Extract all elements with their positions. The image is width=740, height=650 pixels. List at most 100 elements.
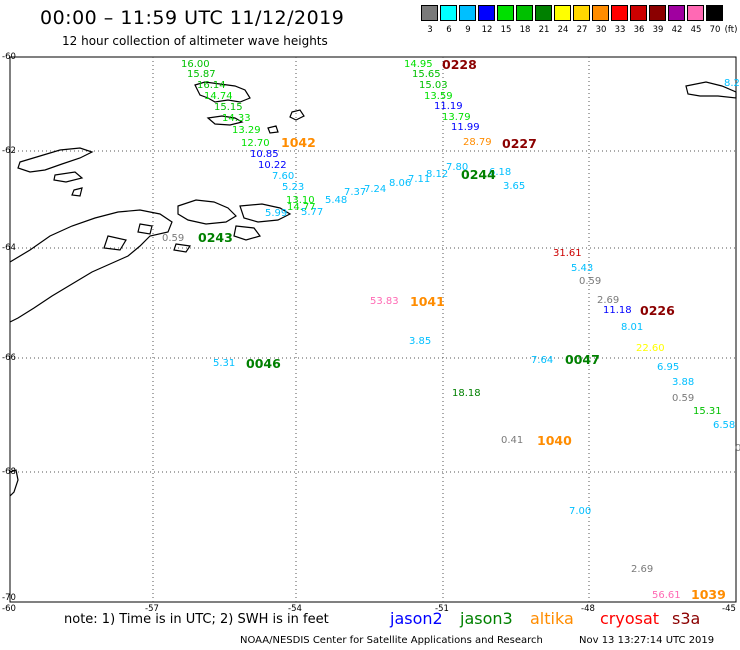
legend-bin-label: 9	[465, 25, 471, 35]
legend-bin-label: 30	[595, 25, 607, 35]
satellite-cryosat: cryosat	[600, 609, 660, 628]
legend-swatch	[535, 5, 552, 21]
legend-bin-label: 70	[709, 25, 721, 35]
wave-height-label: 56.61	[652, 590, 681, 601]
credit-line: NOAA/NESDIS Center for Satellite Applica…	[240, 635, 543, 646]
wave-height-label: 15.65	[412, 69, 441, 80]
map-subtitle: 12 hour collection of altimeter wave hei…	[62, 34, 328, 48]
wave-height-label: 10.22	[258, 160, 287, 171]
wave-height-label: 5.23	[282, 182, 305, 193]
satellite-altika: altika	[530, 609, 574, 628]
wave-height-label: 3.65	[503, 181, 526, 192]
legend-bin-label: 3	[427, 25, 433, 35]
wave-height-label: 5.48	[325, 195, 348, 206]
south-orkney-coast	[194, 81, 251, 103]
satellite-s3a: s3a	[672, 609, 701, 628]
wave-height-label: 15.31	[693, 406, 722, 417]
pass-time-label: 1039	[691, 587, 726, 602]
wave-height-label: 7.60	[272, 171, 295, 182]
wave-height-label: 0.59	[162, 233, 185, 244]
wave-height-label: 15.03	[419, 80, 448, 91]
wave-height-label: 0.41	[501, 435, 524, 446]
lon-label: -57	[145, 604, 159, 614]
wave-height-label: 5.31	[213, 358, 236, 369]
footer-note: note: 1) Time is in UTC; 2) SWH is in fe…	[64, 612, 329, 627]
pass-time-label: 0046	[246, 356, 281, 371]
satellite-jason2: jason2	[390, 609, 443, 628]
wave-height-label: 11.18	[603, 305, 632, 316]
wave-height-label: 18.18	[452, 388, 481, 399]
pass-time-label: 1042	[281, 135, 316, 150]
legend-swatch	[440, 5, 457, 21]
wave-height-label: 15.15	[214, 102, 243, 113]
wave-height-label: 0	[735, 443, 740, 454]
wave-height-label: 14.33	[222, 113, 251, 124]
wave-height-label: 5.99	[265, 208, 288, 219]
legend-swatch	[516, 5, 533, 21]
pass-time-label: 0226	[640, 303, 675, 318]
wave-height-label: 5.43	[571, 263, 594, 274]
lat-label: -62	[2, 146, 16, 156]
lat-label: -68	[2, 467, 16, 477]
wave-height-label: 7.00	[569, 506, 592, 517]
lat-label: -70	[2, 593, 16, 603]
legend-swatch	[478, 5, 495, 21]
pass-time-label: 0227	[502, 136, 537, 151]
legend-swatch	[687, 5, 704, 21]
wave-height-label: 7.64	[531, 355, 554, 366]
wave-height-label: 3.88	[672, 377, 695, 388]
legend-swatch	[592, 5, 609, 21]
wave-height-label: 16.00	[181, 59, 210, 70]
wave-height-label: 3.85	[409, 336, 432, 347]
lon-label: -54	[288, 604, 302, 614]
wave-height-label: 2.69	[597, 295, 620, 306]
lat-label: -60	[2, 52, 16, 62]
legend-unit-label: (ft)	[724, 25, 738, 35]
wave-height-label: 12.70	[241, 138, 270, 149]
wave-height-label: 31.61	[553, 248, 582, 259]
legend-bin-label: 27	[576, 25, 588, 35]
sw-georgia-island	[685, 81, 737, 99]
wave-height-label: 10.85	[250, 149, 279, 160]
legend-bin-label: 18	[519, 25, 531, 35]
pass-time-label: 0243	[198, 230, 233, 245]
wave-height-label: 7.11	[408, 174, 431, 185]
lon-label: -48	[581, 604, 595, 614]
legend-swatch	[706, 5, 723, 21]
legend-bin-label: 33	[614, 25, 626, 35]
wave-height-label: 2.69	[631, 564, 654, 575]
left-edge-coast	[9, 469, 19, 497]
coastlines	[9, 81, 737, 497]
wave-height-label: 28.79	[463, 137, 492, 148]
wave-height-label: 6.95	[657, 362, 680, 373]
map-title: 00:00 – 11:59 UTC 11/12/2019	[40, 7, 345, 29]
generated-timestamp: Nov 13 13:27:14 UTC 2019	[579, 635, 715, 646]
satellite-jason3: jason3	[460, 609, 513, 628]
legend-bin-label: 36	[633, 25, 645, 35]
lat-label: -66	[2, 353, 16, 363]
legend-swatch	[611, 5, 628, 21]
legend-bin-label: 12	[481, 25, 493, 35]
wave-height-label: 6.18	[489, 167, 512, 178]
wave-height-label: 13.59	[424, 91, 453, 102]
wave-height-label: 11.19	[434, 101, 463, 112]
wave-height-label: 7.80	[446, 162, 469, 173]
wave-height-label: 14.74	[204, 91, 233, 102]
map-frame	[9, 56, 737, 603]
legend-swatch	[573, 5, 590, 21]
wave-height-label: 8.2	[724, 78, 740, 89]
wave-height-label: 8.06	[389, 178, 412, 189]
wave-height-label: 11.99	[451, 122, 480, 133]
pass-time-label: 1041	[410, 294, 445, 309]
wave-height-label: 0.59	[579, 276, 602, 287]
lon-corner-label: -60	[2, 604, 16, 614]
wave-height-label: 14.77	[287, 202, 316, 213]
south-shetland-coast	[17, 147, 94, 173]
wave-height-label: 13.10	[286, 195, 315, 206]
graticule	[10, 57, 736, 602]
legend-swatch	[421, 5, 438, 21]
wave-height-label: 7.37	[344, 187, 367, 198]
wave-height-label: 5.77	[301, 207, 324, 218]
wave-height-label: 15.87	[187, 69, 216, 80]
